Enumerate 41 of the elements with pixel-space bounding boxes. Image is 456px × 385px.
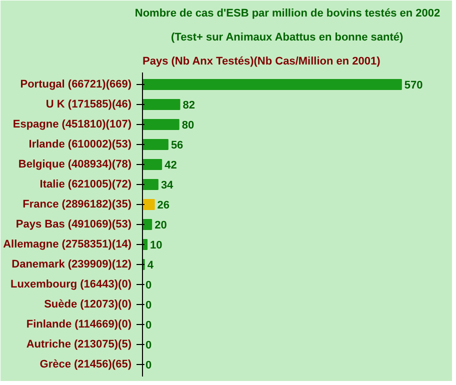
data-label: 0 <box>146 340 152 352</box>
bar <box>142 219 152 230</box>
bar <box>142 99 180 110</box>
y-tick-label: Grèce (21456)(65) <box>40 358 132 370</box>
data-label: 34 <box>160 180 174 192</box>
data-label: 0 <box>146 360 152 372</box>
y-tick-label: Finlande (114669)(0) <box>26 318 132 330</box>
data-label: 26 <box>157 200 170 212</box>
y-axis-title: Pays (Nb Anx Testés)(Nb Cas/Million en 2001) <box>142 56 381 68</box>
y-tick-label: Danemark (239909)(12) <box>12 258 132 270</box>
bar <box>142 139 168 150</box>
chart-subtitle: (Test+ sur Animaux Abattus en bonne santé) <box>171 32 404 44</box>
bar <box>142 179 158 190</box>
bar <box>142 119 180 130</box>
bar <box>142 79 402 90</box>
y-tick-label: Autriche (213075)(5) <box>26 338 132 350</box>
y-tick-label: U K (171585)(46) <box>46 98 132 110</box>
y-tick-label: Belgique (408934)(78) <box>18 158 132 170</box>
bar <box>142 199 155 210</box>
y-tick-label: Allemagne (2758351)(14) <box>3 238 132 250</box>
y-tick-label: Espagne (451810)(107) <box>12 118 132 130</box>
data-label: 80 <box>182 120 194 132</box>
data-label: 10 <box>150 240 162 252</box>
data-label: 0 <box>146 300 152 312</box>
y-tick-label: Irlande (610002)(53) <box>28 138 132 150</box>
y-tick-label: France (2896182)(35) <box>22 198 132 210</box>
data-label: 82 <box>182 100 195 112</box>
data-label: 42 <box>164 160 177 172</box>
data-label: 0 <box>146 320 152 332</box>
y-tick-label: Luxembourg (16443)(0) <box>10 278 132 290</box>
data-label: 0 <box>146 280 152 292</box>
y-tick-label: Suède (12073)(0) <box>44 298 132 310</box>
y-tick-label: Portugal (66721)(669) <box>20 78 132 90</box>
data-label: 4 <box>147 260 154 272</box>
data-label: 570 <box>404 80 423 92</box>
data-label: 56 <box>170 140 184 152</box>
y-tick-label: Pays Bas (491069)(53) <box>16 218 132 230</box>
chart-title: Nombre de cas d'ESB par million de bovins testés en 2002 <box>134 8 440 20</box>
bar <box>142 159 162 170</box>
y-tick-label: Italie (621005)(72) <box>40 178 132 190</box>
data-label: 20 <box>154 220 167 232</box>
